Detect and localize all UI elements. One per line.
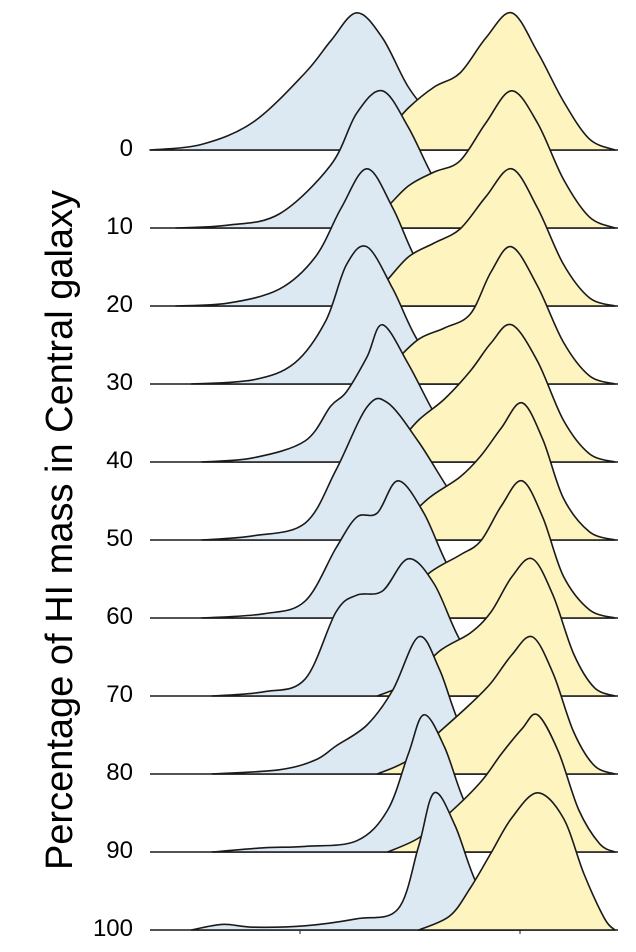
ridge-b-40 bbox=[366, 323, 616, 463]
y-tick-label: 80 bbox=[106, 759, 133, 786]
y-tick-label: 10 bbox=[106, 213, 133, 240]
ridge-b-50 bbox=[366, 401, 616, 541]
y-tick-label: 90 bbox=[106, 837, 133, 864]
y-tick-label: 40 bbox=[106, 447, 133, 474]
y-tick-label: 60 bbox=[106, 603, 133, 630]
ridge-b-10 bbox=[355, 90, 616, 229]
y-tick-label: 0 bbox=[120, 135, 133, 162]
ridge-b-30 bbox=[366, 245, 616, 385]
y-tick-label: 20 bbox=[106, 291, 133, 318]
y-tick-label: 100 bbox=[93, 915, 133, 942]
ridge-b-20 bbox=[355, 167, 616, 307]
y-tick-labels: 0 10 20 30 40 50 60 70 80 90 100 bbox=[93, 135, 133, 942]
y-tick-label: 70 bbox=[106, 681, 133, 708]
ridges-group bbox=[149, 11, 618, 934]
ridge-b-100 bbox=[417, 792, 616, 931]
y-axis-label: Percentage of HI mass in Central galaxy bbox=[39, 190, 81, 870]
y-tick-label: 50 bbox=[106, 525, 133, 552]
y-tick-label: 30 bbox=[106, 369, 133, 396]
